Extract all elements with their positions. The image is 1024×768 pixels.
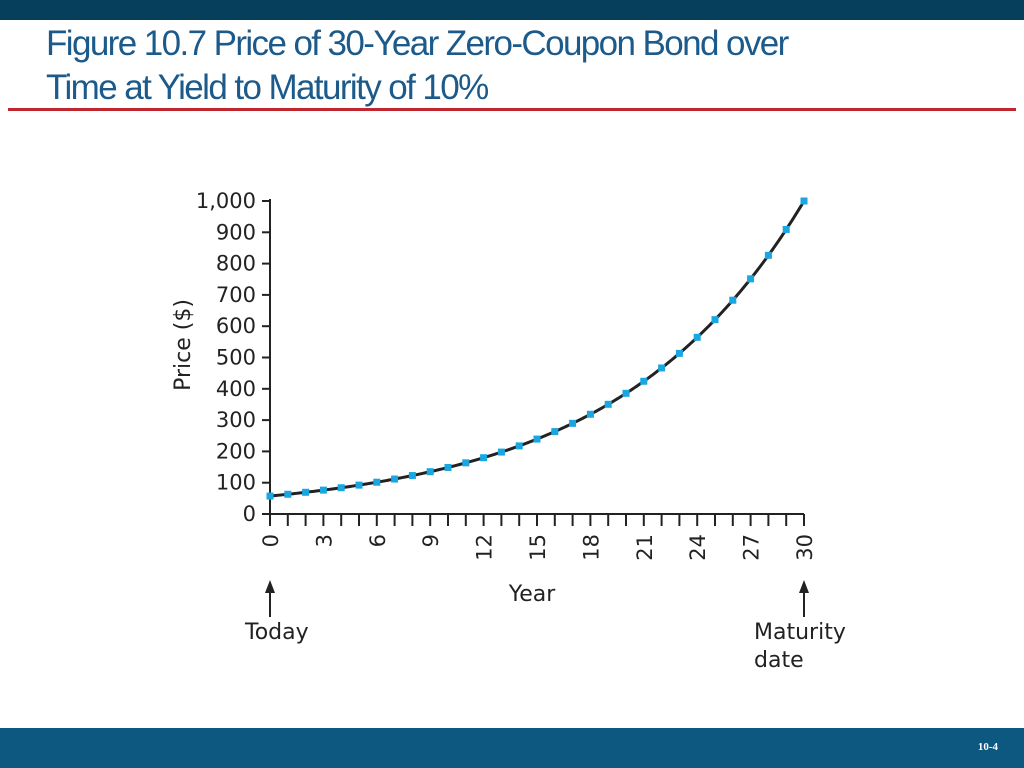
x-tick-label: 21 bbox=[633, 534, 657, 561]
data-point bbox=[764, 251, 772, 259]
x-tick-label: 12 bbox=[473, 534, 497, 561]
x-tick-label: 15 bbox=[526, 534, 550, 561]
x-tick-label: 3 bbox=[312, 534, 336, 547]
x-tick-label: 9 bbox=[419, 534, 443, 547]
data-point bbox=[729, 296, 737, 304]
data-point bbox=[782, 225, 790, 233]
data-point bbox=[373, 478, 381, 486]
data-point bbox=[515, 442, 523, 450]
y-tick-label: 200 bbox=[216, 439, 256, 463]
data-point bbox=[640, 377, 648, 385]
bottom-banner: 10-4 bbox=[0, 728, 1024, 768]
data-point bbox=[408, 472, 416, 480]
data-point bbox=[533, 435, 541, 443]
maturity-arrow-head bbox=[799, 580, 809, 593]
data-point bbox=[444, 463, 452, 471]
data-point bbox=[302, 488, 310, 496]
bond-price-chart: 0 100 200 300 400 500 600 700 800 900 1,000 0 3 6 9 12 1… bbox=[171, 189, 846, 673]
slide-title: Figure 10.7 Price of 30-Year Zero-Coupon… bbox=[46, 22, 1006, 110]
price-curve bbox=[269, 200, 806, 498]
data-point bbox=[337, 484, 345, 492]
y-tick-label: 700 bbox=[216, 283, 256, 307]
data-point bbox=[747, 275, 755, 283]
slide-title-line-2: Time at Yield to Maturity of 10% bbox=[46, 68, 489, 107]
y-tick-label: 600 bbox=[216, 314, 256, 338]
slide-number: 10-4 bbox=[977, 741, 998, 753]
y-tick-label: 800 bbox=[216, 252, 256, 276]
data-point bbox=[480, 454, 488, 462]
title-divider bbox=[8, 108, 1016, 111]
x-tick-label: 24 bbox=[686, 534, 710, 561]
data-point bbox=[266, 492, 274, 500]
data-point bbox=[391, 475, 399, 483]
data-point bbox=[319, 486, 327, 494]
maturity-annotation-line-1: Maturity bbox=[754, 620, 846, 645]
data-point bbox=[675, 349, 683, 357]
x-axis-title: Year bbox=[508, 582, 557, 607]
y-tick-label: 900 bbox=[216, 220, 256, 244]
y-axis-title: Price ($) bbox=[171, 299, 196, 391]
data-point bbox=[426, 468, 434, 476]
data-point bbox=[604, 400, 612, 408]
data-point bbox=[711, 316, 719, 324]
data-point bbox=[497, 448, 505, 456]
data-point bbox=[658, 364, 666, 372]
data-point bbox=[284, 490, 292, 498]
maturity-annotation-line-2: date bbox=[754, 648, 804, 673]
slide-title-line-1: Figure 10.7 Price of 30-Year Zero-Coupon… bbox=[46, 24, 789, 63]
x-tick-label: 30 bbox=[793, 534, 817, 561]
y-tick-label: 300 bbox=[216, 408, 256, 432]
y-tick-label: 500 bbox=[216, 346, 256, 370]
data-point bbox=[586, 410, 594, 418]
data-point bbox=[569, 419, 577, 427]
x-tick-label: 6 bbox=[366, 534, 390, 547]
today-annotation: Today bbox=[244, 620, 309, 645]
y-tick-label: 100 bbox=[216, 471, 256, 495]
y-tick-label: 0 bbox=[243, 502, 256, 526]
x-tick-label: 18 bbox=[579, 534, 603, 561]
top-banner bbox=[0, 0, 1024, 20]
data-point bbox=[800, 197, 808, 205]
data-point bbox=[551, 428, 559, 436]
x-tick-label: 27 bbox=[740, 534, 764, 561]
data-point bbox=[355, 481, 363, 489]
data-point bbox=[462, 459, 470, 467]
data-point bbox=[693, 333, 701, 341]
data-point bbox=[622, 389, 630, 397]
x-tick-label: 0 bbox=[259, 534, 283, 547]
y-tick-label: 400 bbox=[216, 377, 256, 401]
y-tick-label: 1,000 bbox=[196, 189, 256, 213]
today-arrow-head bbox=[265, 580, 275, 593]
